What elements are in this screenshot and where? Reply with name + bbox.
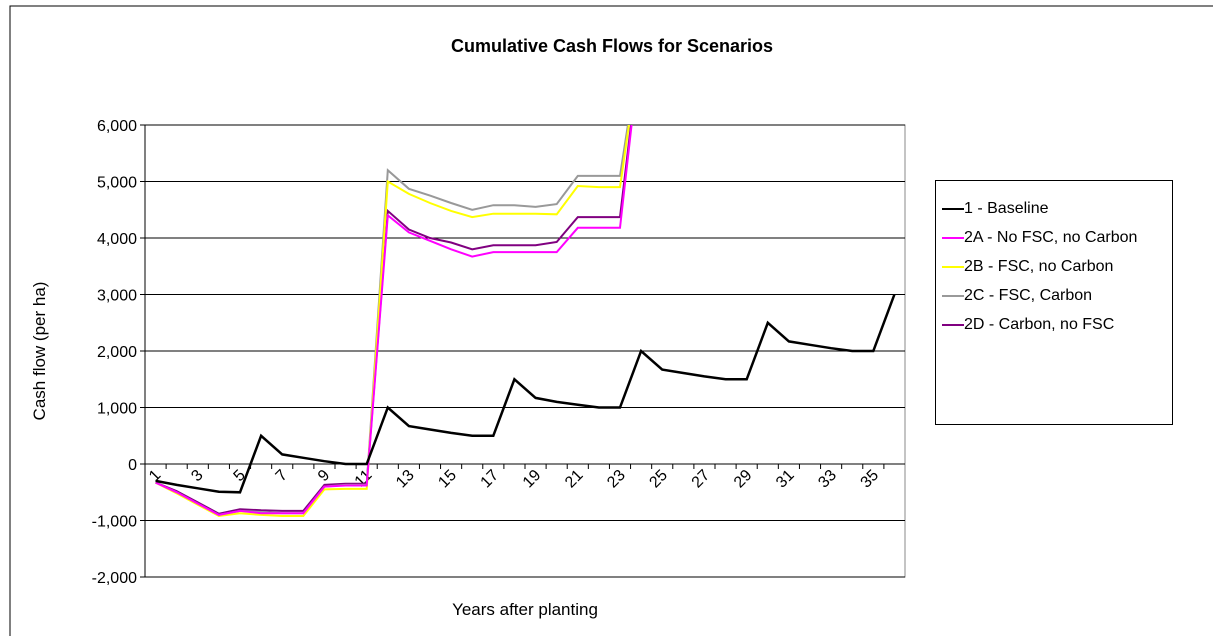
series-line: [155, 294, 896, 494]
legend-entry: 2C - FSC, Carbon: [942, 286, 1168, 305]
legend-entry: 2B - FSC, no Carbon: [942, 257, 1168, 276]
legend-swatch: [942, 315, 964, 334]
legend-label: 2D - Carbon, no FSC: [964, 316, 1115, 333]
legend-swatch: [942, 228, 964, 247]
chart-title: Cumulative Cash Flows for Scenarios: [451, 36, 773, 56]
legend-line: [942, 266, 964, 268]
legend-entry: 2A - No FSC, no Carbon: [942, 228, 1168, 247]
legend-label: 2B - FSC, no Carbon: [964, 258, 1114, 275]
legend-label: 2A - No FSC, no Carbon: [964, 229, 1138, 246]
series-line: [155, 125, 632, 515]
legend-label: 2C - FSC, Carbon: [964, 287, 1093, 304]
legend-line: [942, 237, 964, 239]
y-tick-label: 4,000: [97, 231, 137, 248]
legend-label: 1 - Baseline: [964, 200, 1049, 217]
y-tick-label: 6,000: [97, 118, 137, 135]
series-line: [155, 125, 630, 518]
legend-swatch: [942, 199, 964, 218]
y-tick-label: -1,000: [92, 514, 137, 531]
x-axis-label: Years after planting: [452, 600, 598, 619]
legend-entry: 2D - Carbon, no FSC: [942, 315, 1168, 334]
legend-line: [942, 295, 964, 297]
legend-line: [942, 324, 964, 326]
series-line: [155, 125, 633, 516]
legend-entry: 1 - Baseline: [942, 199, 1168, 218]
y-tick-label: 5,000: [97, 175, 137, 192]
y-axis-label: Cash flow (per ha): [30, 282, 49, 421]
legend-line: [942, 208, 964, 210]
y-tick-label: -2,000: [92, 570, 137, 587]
legend: 1 - Baseline 2A - No FSC, no Carbon 2B - F…: [935, 180, 1173, 425]
y-tick-label: 1,000: [97, 401, 137, 418]
y-tick-label: 0: [128, 457, 137, 474]
y-tick-label: 3,000: [97, 288, 137, 305]
legend-swatch: [942, 286, 964, 305]
legend-swatch: [942, 257, 964, 276]
y-tick-label: 2,000: [97, 344, 137, 361]
